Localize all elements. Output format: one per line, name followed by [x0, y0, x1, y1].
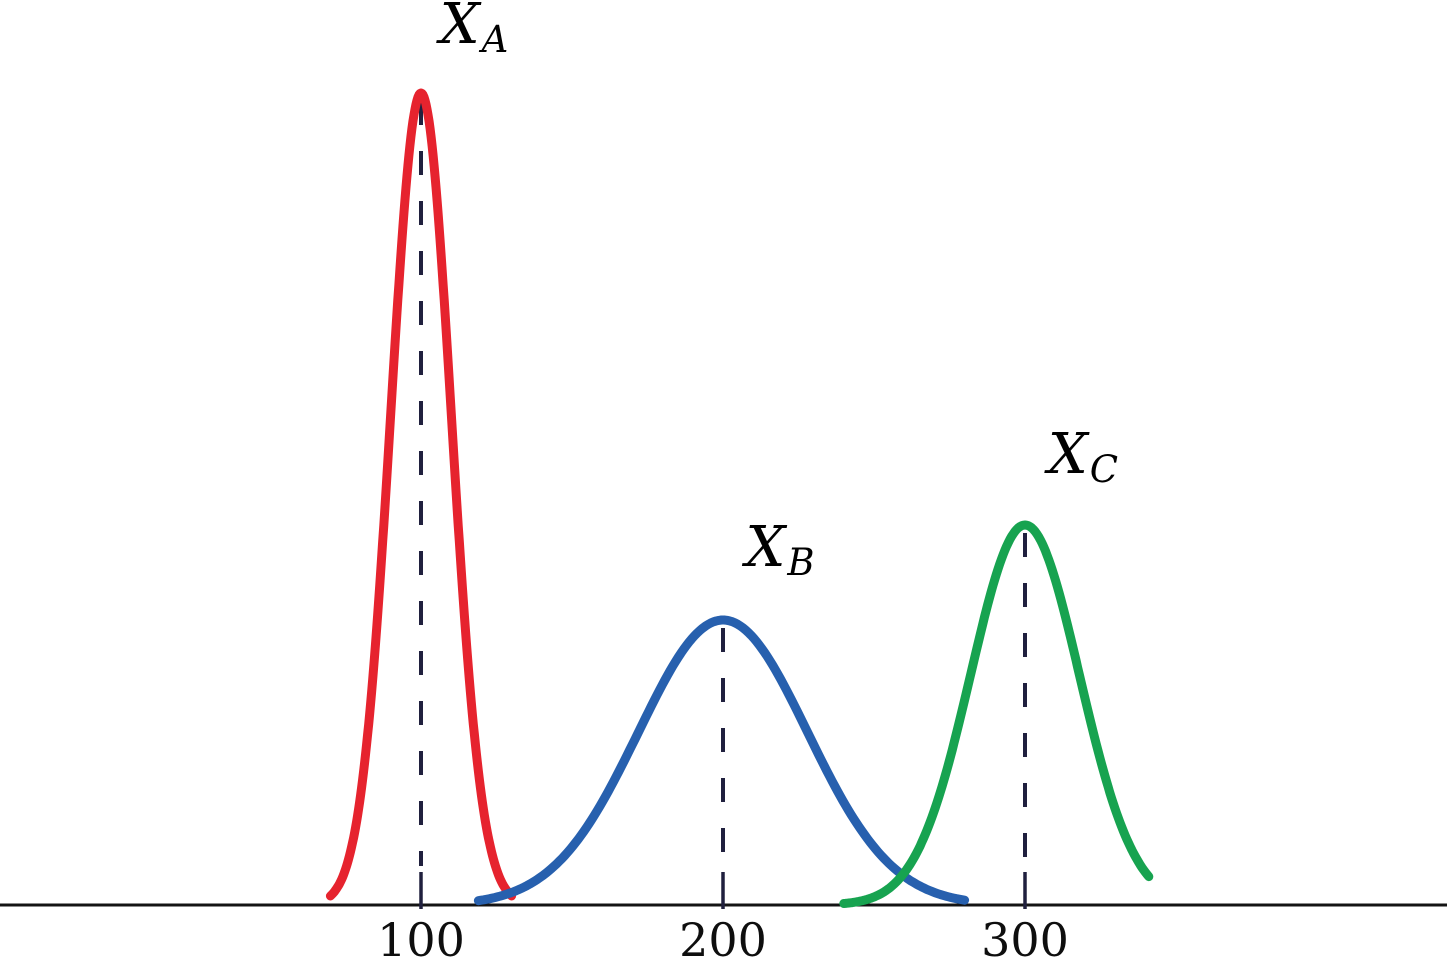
label-xc-sub: C	[1089, 448, 1119, 492]
label-xc: XC	[1048, 425, 1119, 492]
label-xb: XB	[745, 518, 815, 585]
label-xa-sub: A	[481, 18, 509, 62]
x-tick-label-300: 300	[981, 913, 1069, 966]
label-xb-sub: B	[787, 541, 815, 585]
curve-x_b	[473, 615, 970, 906]
label-xb-main: X	[745, 515, 786, 580]
label-xa: XA	[440, 0, 509, 60]
label-xc-main: X	[1047, 422, 1088, 487]
curve-x_c	[839, 520, 1154, 908]
x-tick-label-200: 200	[679, 913, 767, 966]
curve-x_a	[325, 88, 517, 901]
x-tick-label-100: 100	[377, 913, 465, 966]
label-xa-main: X	[439, 0, 480, 57]
